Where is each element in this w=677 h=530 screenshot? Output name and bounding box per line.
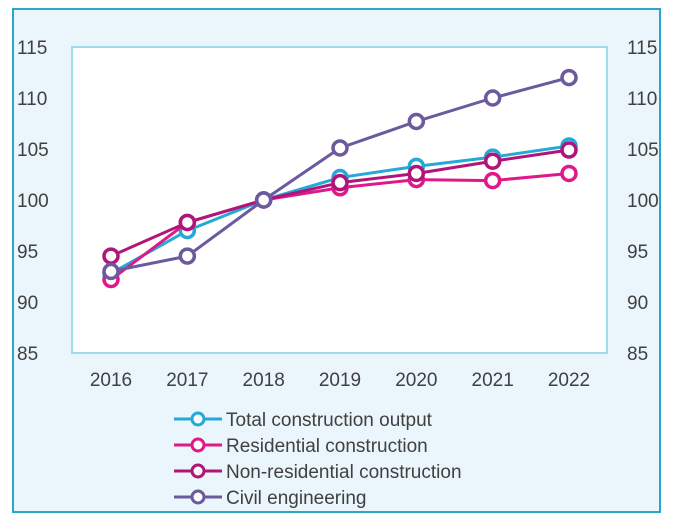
legend-label: Total construction output (226, 410, 433, 431)
x-tick-label: 2017 (166, 370, 208, 391)
y-tick-label-left: 110 (17, 89, 47, 110)
legend-item: Residential construction (174, 436, 428, 457)
data-point (407, 164, 426, 183)
y-tick-label-right: 85 (627, 344, 648, 365)
y-axis-left: 85 90 95 100 105 110 115 (17, 38, 49, 365)
chart-frame: 85 90 95 100 105 110 115 85 90 95 100 105 110 115 20… (12, 8, 661, 513)
legend-label: Civil engineering (226, 488, 366, 509)
legend-swatch-marker (190, 463, 206, 479)
data-point (560, 141, 578, 159)
legend-item: Total construction output (174, 410, 433, 431)
series-layer (102, 68, 578, 289)
y-tick-label-left: 100 (17, 191, 49, 212)
chart-svg: 85 90 95 100 105 110 115 85 90 95 100 105 110 115 20… (17, 38, 659, 509)
y-tick-label-left: 85 (17, 344, 38, 365)
legend-item: Civil engineering (174, 488, 366, 509)
legend-swatch-marker (190, 411, 206, 427)
y-axis-right: 85 90 95 100 105 110 115 (627, 38, 659, 365)
data-point (102, 262, 120, 281)
y-tick-label-left: 95 (17, 242, 38, 263)
x-tick-label: 2021 (472, 370, 514, 391)
data-point (560, 164, 578, 183)
x-tick-label: 2018 (243, 370, 285, 391)
legend-item: Non-residential construction (174, 462, 462, 483)
plot-area (71, 46, 608, 354)
legend-label: Non-residential construction (226, 462, 462, 483)
series-4 (102, 68, 578, 281)
y-tick-label-right: 105 (627, 140, 659, 161)
data-point (483, 152, 502, 170)
x-tick-label: 2019 (319, 370, 361, 391)
data-point (483, 89, 502, 107)
data-point (178, 247, 197, 265)
y-tick-label-left: 115 (17, 38, 47, 59)
x-tick-label: 2016 (90, 370, 132, 391)
data-point (178, 213, 197, 232)
y-tick-label-right: 90 (627, 293, 648, 314)
y-tick-label-right: 95 (627, 242, 648, 263)
legend-swatch-marker (190, 489, 206, 505)
data-point (331, 139, 349, 157)
series-3 (102, 141, 578, 265)
legend-swatch-marker (190, 437, 206, 453)
x-axis: 2016 2017 2018 2019 2020 2021 2022 (90, 370, 590, 391)
legend-label: Residential construction (226, 436, 428, 457)
data-point (254, 191, 273, 209)
y-tick-label-right: 110 (627, 89, 657, 110)
y-tick-label-right: 115 (627, 38, 657, 59)
x-tick-label: 2020 (395, 370, 437, 391)
y-tick-label-right: 100 (627, 191, 659, 212)
data-point (407, 112, 426, 131)
data-point (560, 68, 578, 87)
y-tick-label-left: 90 (17, 293, 38, 314)
legend: Total construction output Residential con… (174, 410, 462, 509)
data-point (331, 173, 349, 192)
data-point (102, 247, 120, 265)
data-point (483, 171, 502, 190)
x-tick-label: 2022 (548, 370, 590, 391)
y-tick-label-left: 105 (17, 140, 49, 161)
